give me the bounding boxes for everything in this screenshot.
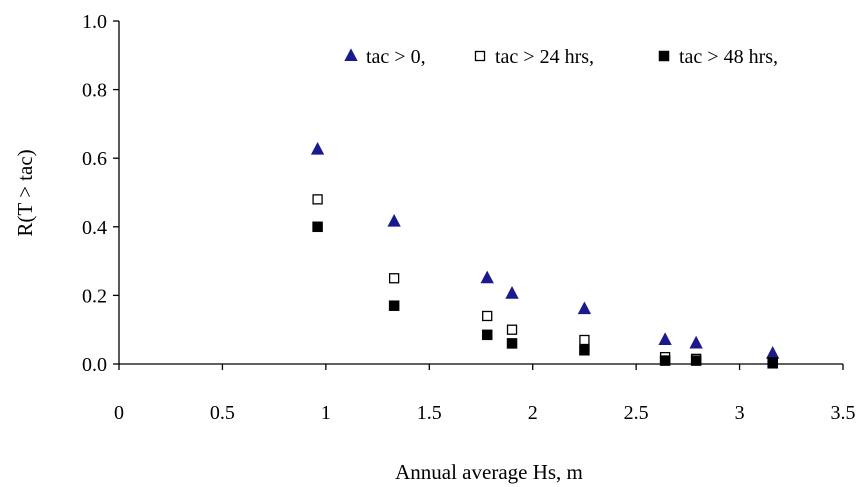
data-point bbox=[482, 310, 493, 322]
data-point bbox=[388, 300, 400, 311]
x-tick-label: 3.5 bbox=[831, 402, 856, 424]
y-tick-label: 0.6 bbox=[82, 148, 107, 170]
x-tick-label: 3 bbox=[735, 402, 745, 424]
axes: 0.0 0.2 0.4 0.6 0.8 1.0 0 0.5 1 1.5 2 2.5 3 3.5 bbox=[82, 11, 856, 424]
y-tick-label: 0.0 bbox=[82, 354, 107, 376]
y-axis-title: R(T > tac) bbox=[13, 149, 37, 236]
series-3 bbox=[312, 221, 778, 369]
y-tick-label: 0.2 bbox=[82, 285, 107, 307]
x-tick-label: 2.5 bbox=[624, 402, 649, 424]
x-tick-label: 0.5 bbox=[210, 402, 235, 424]
legend-marker-2 bbox=[474, 50, 486, 62]
y-tick-label: 0.8 bbox=[82, 80, 107, 102]
y-tick-label: 1.0 bbox=[82, 11, 107, 33]
data-point bbox=[690, 355, 702, 366]
legend-label-1: tac > 0, bbox=[366, 46, 426, 68]
series-1 bbox=[310, 141, 780, 359]
x-axis-title: Annual average Hs, m bbox=[395, 460, 583, 484]
data-point bbox=[579, 334, 590, 346]
data-marks bbox=[310, 141, 780, 369]
data-point bbox=[659, 355, 671, 366]
y-tick-label: 0.4 bbox=[82, 217, 107, 239]
data-point bbox=[506, 324, 518, 335]
x-tick-label: 1.5 bbox=[417, 402, 442, 424]
data-point bbox=[506, 338, 518, 349]
data-point bbox=[767, 358, 778, 369]
legend: tac > 0, tac > 24 hrs, tac > 48 hrs, bbox=[344, 46, 778, 68]
legend-label-2: tac > 24 hrs, bbox=[495, 46, 594, 68]
x-tick-label: 2 bbox=[528, 402, 538, 424]
data-point bbox=[388, 273, 400, 284]
data-point bbox=[658, 332, 672, 346]
data-point bbox=[480, 270, 494, 284]
x-tick-label: 1 bbox=[321, 402, 331, 424]
legend-marker-1 bbox=[344, 48, 358, 62]
data-point bbox=[579, 345, 590, 356]
legend-label-3: tac > 48 hrs, bbox=[679, 46, 778, 68]
series-2 bbox=[312, 194, 778, 368]
data-point bbox=[505, 286, 519, 299]
data-point bbox=[312, 221, 323, 233]
data-point bbox=[766, 346, 780, 359]
x-tick-label: 0 bbox=[114, 402, 124, 424]
data-point bbox=[310, 141, 325, 155]
data-point bbox=[689, 335, 703, 349]
data-point bbox=[481, 329, 493, 341]
data-point bbox=[312, 194, 323, 205]
legend-marker-3 bbox=[658, 50, 670, 62]
data-point bbox=[387, 213, 401, 227]
data-point bbox=[577, 301, 592, 315]
